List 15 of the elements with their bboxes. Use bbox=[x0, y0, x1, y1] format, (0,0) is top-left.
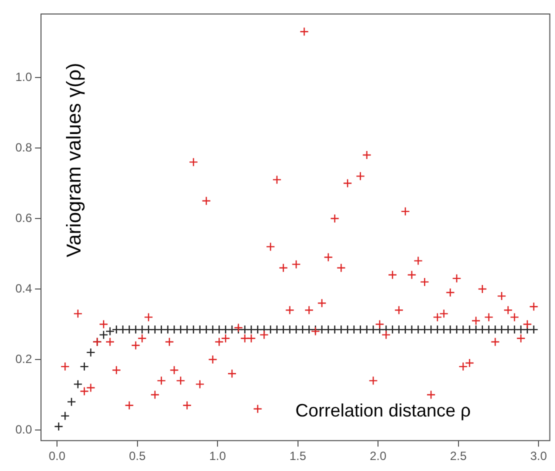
y-tick-label: 0.2 bbox=[15, 352, 32, 366]
x-tick-label: 2.5 bbox=[450, 449, 467, 464]
y-tick-label: 1.0 bbox=[15, 70, 32, 84]
x-tick-label: 1.0 bbox=[209, 449, 226, 464]
x-tick-label: 3.0 bbox=[530, 449, 548, 464]
x-axis-title: Correlation distance ρ bbox=[295, 400, 471, 421]
x-tick-label: 0.0 bbox=[48, 449, 66, 464]
y-tick-label: 0.4 bbox=[15, 281, 32, 296]
y-tick-label: 0.6 bbox=[15, 210, 32, 225]
x-tick-label: 0.5 bbox=[128, 449, 146, 464]
x-tick-label: 1.5 bbox=[289, 449, 306, 464]
y-tick-label: 0.0 bbox=[15, 422, 32, 436]
x-tick-label: 2.0 bbox=[370, 449, 387, 464]
y-axis-title: Variogram values γ(ρ) bbox=[64, 62, 86, 258]
y-tick-label: 0.8 bbox=[15, 140, 32, 154]
